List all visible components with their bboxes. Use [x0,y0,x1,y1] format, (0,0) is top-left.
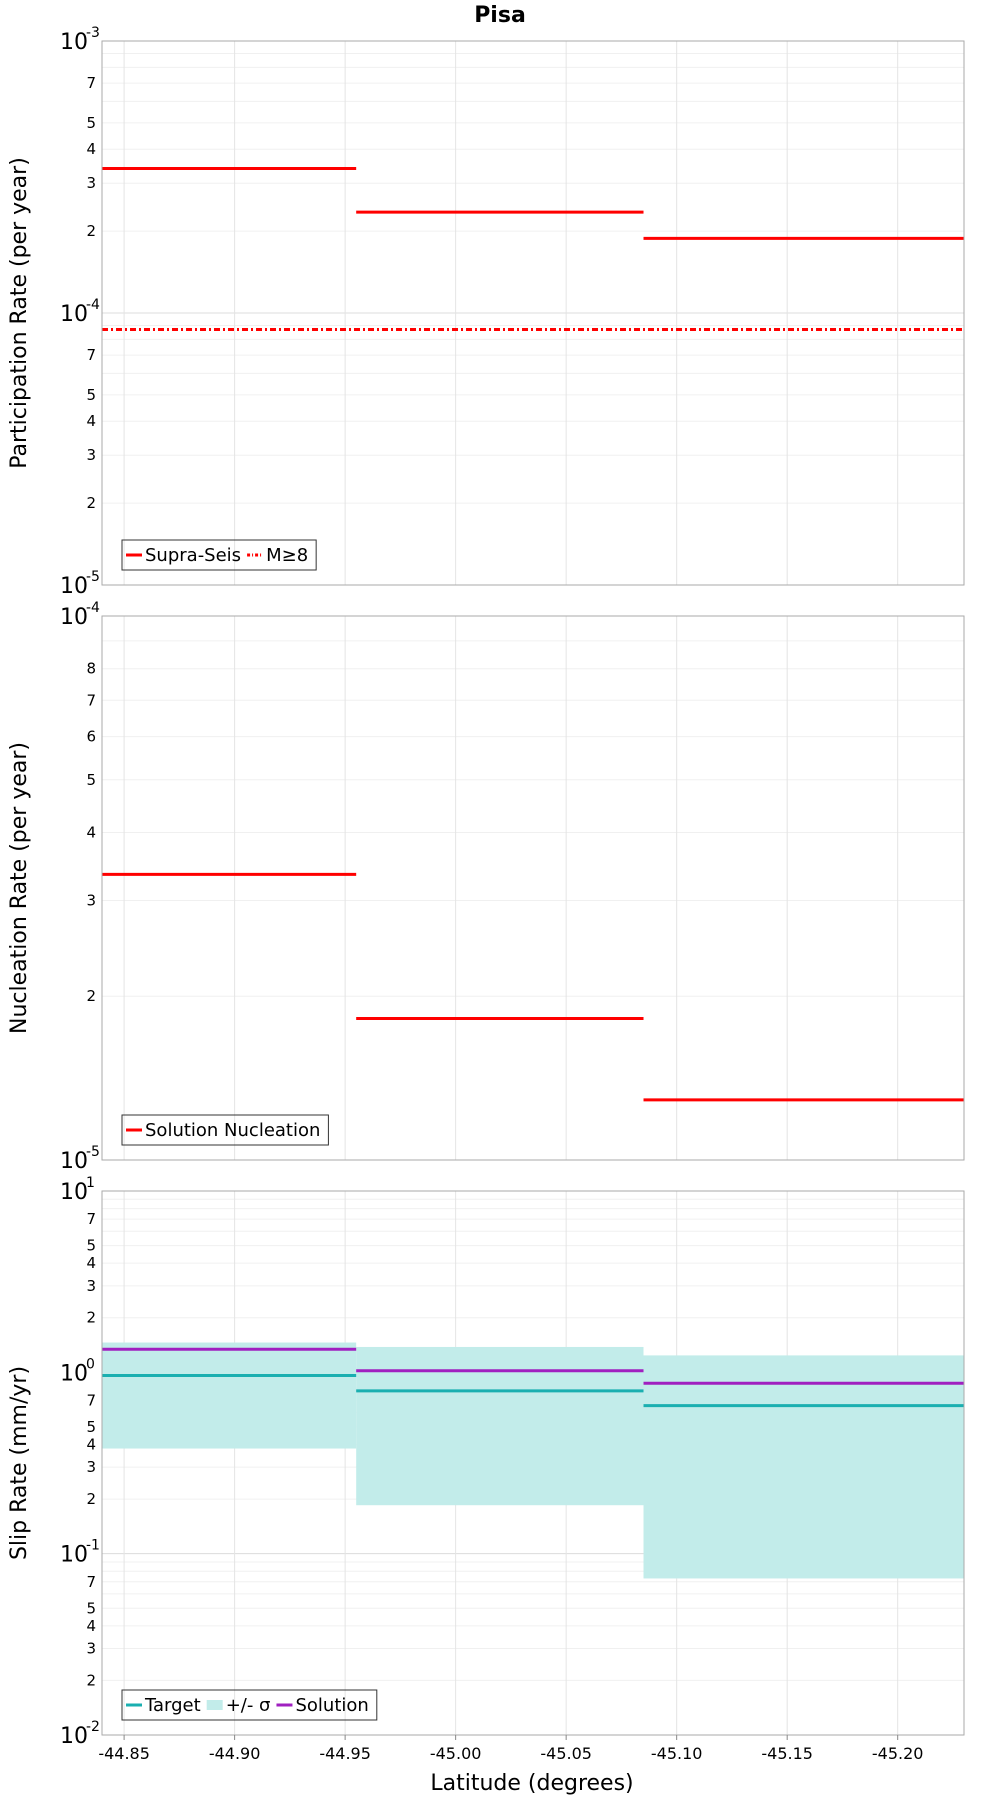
y-tick-label: 5 [86,1418,96,1436]
legend: Solution Nucleation [121,1114,329,1146]
x-tick-label: -45.05 [540,1744,592,1763]
y-tick-label: 5 [86,114,96,132]
y-tick-label: 3 [86,1639,96,1657]
y-tick-label: 7 [86,1210,96,1228]
legend-swatch [206,1700,223,1710]
legend: Target +/- σ Solution [121,1689,378,1721]
y-tick-label: 4 [86,1435,96,1453]
y-tick-label: 2 [86,987,96,1005]
legend: Supra-Seis M≥8 [121,539,317,571]
y-tick-label-major: 10 [60,30,88,55]
y-tick-label: 3 [86,891,96,909]
y-tick-label: 5 [86,1599,96,1617]
y-tick-label: 3 [86,446,96,464]
chart-title: Pisa [474,3,526,28]
y-tick-label: 7 [86,346,96,364]
y-tick-label-major: 10 [60,574,88,599]
legend-frame [121,1689,378,1721]
y-tick-label: 5 [86,771,96,789]
y-tick-label-exponent: -2 [86,1719,100,1735]
y-tick-label: 2 [86,1490,96,1508]
y-tick-label-major: 10 [60,1724,88,1749]
uncertainty-band [643,1355,964,1579]
legend-label: Solution [295,1695,368,1716]
y-tick-label: 5 [86,1237,96,1255]
y-tick-label: 7 [86,691,96,709]
legend-label: M≥8 [266,545,308,566]
legend-frame [121,539,317,571]
uncertainty-band [102,1342,357,1449]
y-tick-label: 7 [86,74,96,92]
legend-label: Supra-Seis [145,545,241,566]
y-tick-label-exponent: -1 [86,1538,100,1554]
x-tick-label: -45.10 [651,1744,703,1763]
x-tick-label: -45.00 [430,1744,482,1763]
y-tick-label-exponent: -4 [86,600,100,616]
y-tick-label: 4 [86,412,96,430]
y-tick-label: 7 [86,1391,96,1409]
x-tick-label: -44.95 [319,1744,371,1763]
y-tick-label-major: 10 [60,605,88,630]
plot-frame [101,40,965,586]
y-tick-label: 2 [86,222,96,240]
y-tick-label: 2 [86,1309,96,1327]
y-tick-label-major: 10 [60,1361,88,1386]
plot-frame [101,1190,965,1736]
x-tick-label: -44.90 [209,1744,261,1763]
y-tick-label: 3 [86,174,96,192]
legend-label: Solution Nucleation [145,1120,320,1141]
y-axis-label: Nucleation Rate (per year) [7,742,32,1034]
y-axis-label: Participation Rate (per year) [7,157,32,469]
y-tick-label: 2 [86,494,96,512]
y-tick-label-exponent: 1 [86,1175,95,1191]
x-tick-label: -44.85 [98,1744,150,1763]
y-tick-label-major: 10 [60,302,88,327]
y-tick-label: 3 [86,1277,96,1295]
y-tick-label: 6 [86,728,96,746]
y-tick-label-major: 10 [60,1543,88,1568]
legend-label: Target [144,1695,201,1716]
y-tick-label: 4 [86,140,96,158]
y-tick-label-exponent: 0 [86,1356,95,1372]
y-tick-label-exponent: -4 [86,297,100,313]
legend-frame [121,1114,329,1146]
legend-label: +/- σ [226,1695,271,1716]
y-tick-label-major: 10 [60,1180,88,1205]
x-tick-label: -45.15 [761,1744,813,1763]
uncertainty-band [356,1346,644,1506]
y-tick-label: 7 [86,1573,96,1591]
x-tick-label: -45.20 [872,1744,924,1763]
y-tick-label-major: 10 [60,1149,88,1174]
y-tick-label: 8 [86,660,96,678]
y-tick-label-exponent: -5 [86,1144,100,1160]
y-tick-label: 4 [86,1617,96,1635]
x-axis-label: Latitude (degrees) [430,1771,633,1796]
y-tick-label: 4 [86,1254,96,1272]
y-tick-label: 2 [86,1671,96,1689]
y-tick-label-exponent: -3 [86,25,100,41]
y-tick-label: 4 [86,823,96,841]
y-tick-label: 5 [86,386,96,404]
plot-frame [101,615,965,1161]
y-tick-label-exponent: -5 [86,569,100,585]
y-axis-label: Slip Rate (mm/yr) [7,1366,32,1560]
y-tick-label: 3 [86,1458,96,1476]
